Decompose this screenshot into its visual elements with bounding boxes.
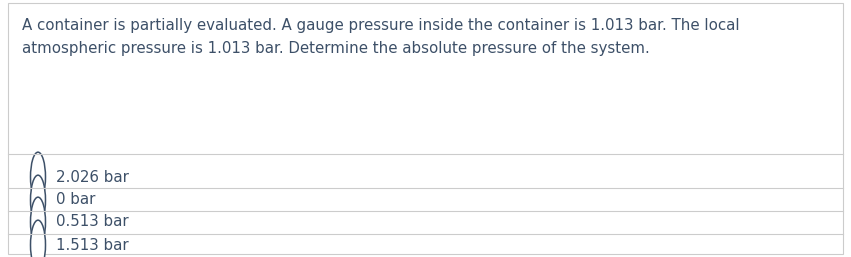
Text: A container is partially evaluated. A gauge pressure inside the container is 1.0: A container is partially evaluated. A ga… [22,18,740,56]
Ellipse shape [31,175,45,225]
Text: 0 bar: 0 bar [56,192,95,207]
Text: 0.513 bar: 0.513 bar [56,215,129,230]
Ellipse shape [31,152,45,202]
Text: 1.513 bar: 1.513 bar [56,237,129,252]
Text: 2.026 bar: 2.026 bar [56,170,129,185]
Ellipse shape [31,220,45,257]
Ellipse shape [31,197,45,247]
